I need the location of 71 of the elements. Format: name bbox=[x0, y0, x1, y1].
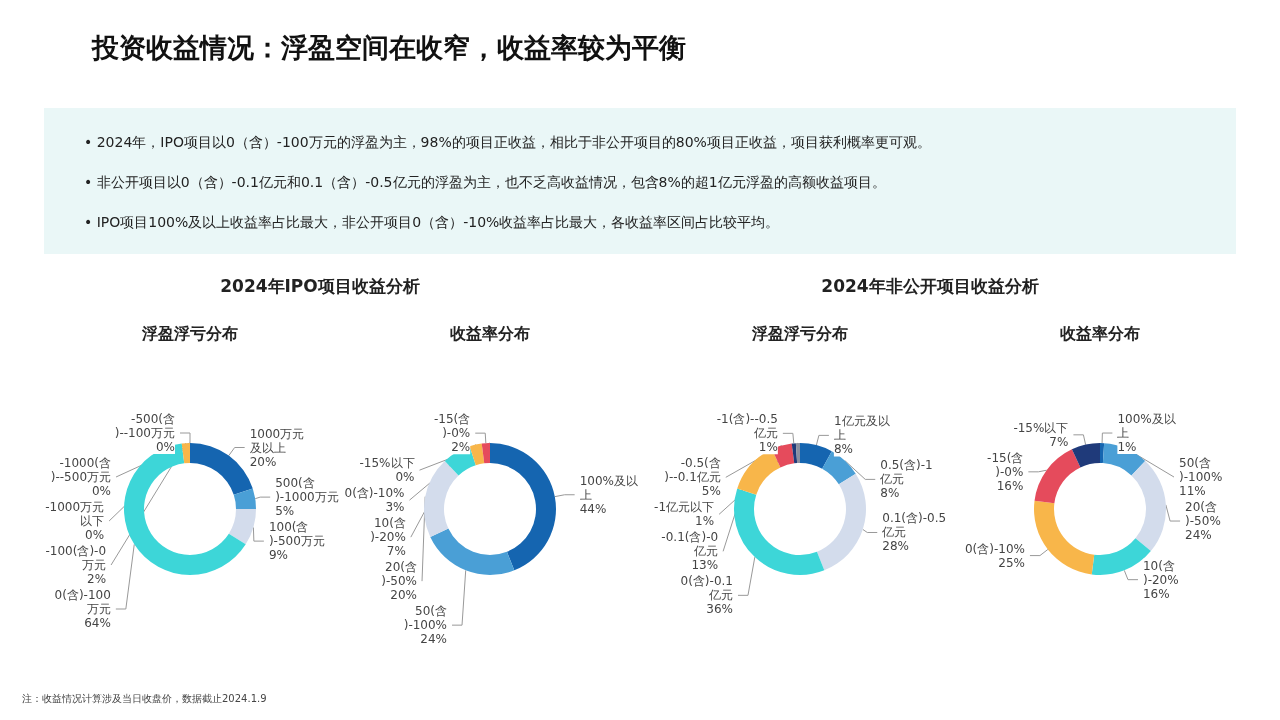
slice-label: 10(含)-20% bbox=[1142, 558, 1179, 587]
data-label: 2% bbox=[87, 572, 107, 586]
slice-label: -15%以下 bbox=[1013, 420, 1069, 435]
data-label: 28% bbox=[882, 539, 909, 554]
data-label: 2% bbox=[451, 440, 471, 455]
data-label: 5% bbox=[701, 484, 721, 499]
slice-label: 0.5(含)-1亿元 bbox=[879, 458, 933, 487]
slice-label: 100(含)-500万元 bbox=[268, 520, 325, 549]
data-label: 20% bbox=[390, 588, 418, 603]
data-label: 9% bbox=[268, 548, 288, 563]
data-label: 1% bbox=[758, 440, 778, 455]
slice-label: 0(含)-10% bbox=[964, 541, 1025, 556]
data-label: 7% bbox=[1049, 434, 1069, 449]
chart-subtitle: 2024年IPO项目收益分析 bbox=[219, 275, 421, 298]
category-label: -500(含)--100万元 bbox=[114, 412, 175, 440]
data-label: 3% bbox=[385, 500, 405, 515]
text: 0% bbox=[85, 528, 105, 542]
slice-label: 0.1(含)-0.5亿元 bbox=[881, 511, 947, 540]
slice-label: -1亿元以下 bbox=[654, 500, 715, 515]
text: 投资收益情况：浮盈空间在收窄，收益率较为平衡 bbox=[92, 31, 686, 65]
slice-label: 100%及以上 bbox=[1117, 412, 1176, 441]
data-label: 20% bbox=[249, 454, 277, 469]
data-label: 5% bbox=[275, 504, 295, 519]
data-label: 13% bbox=[691, 558, 719, 573]
data-label: 8% bbox=[833, 442, 853, 457]
data-label: 24% bbox=[1185, 528, 1212, 543]
data-label: 64% bbox=[84, 616, 111, 630]
slice-label: 1亿元及以上 bbox=[833, 414, 890, 443]
data-label: 8% bbox=[880, 486, 900, 501]
slice-label: 0(含)-100万元 bbox=[54, 588, 111, 616]
category-label: -1000万元以下 bbox=[45, 500, 105, 528]
category-label: -1000(含)--500万元 bbox=[50, 456, 112, 484]
slice-label: -15(含)-0% bbox=[433, 412, 471, 441]
slice-label: -1(含)--0.5亿元 bbox=[716, 412, 778, 441]
data-label: 1% bbox=[695, 514, 715, 529]
slice-label: 0(含)-10% bbox=[344, 486, 405, 501]
chart-title: 浮盈浮亏分布 bbox=[141, 323, 238, 343]
slice-label: -0.1(含)-0亿元 bbox=[661, 530, 719, 559]
data-label: 44% bbox=[579, 501, 607, 516]
data-label: 16% bbox=[1142, 586, 1170, 601]
slice-label: -15(含)-0% bbox=[987, 450, 1024, 479]
data-label: 11% bbox=[1179, 484, 1206, 499]
chart-subtitle: 2024年非公开项目收益分析 bbox=[820, 275, 1040, 298]
data-label: 1% bbox=[1117, 440, 1137, 455]
slice-label: 20(含)-50% bbox=[381, 560, 418, 589]
slice-label: 10(含)-20% bbox=[370, 516, 406, 545]
category-label: -15%以下 bbox=[359, 456, 415, 471]
data-label: 16% bbox=[996, 478, 1024, 493]
text: 0% bbox=[155, 440, 175, 454]
text: 注：收益情况计算涉及当日收盘价，数据截止2024.1.9 bbox=[22, 692, 267, 706]
text: • IPO项目100%及以上收益率占比最大，非公开项目0（含）-10%收益率占比最大，各收益率区间占比较平均。 bbox=[84, 214, 780, 232]
chart-title: 浮盈浮亏分布 bbox=[751, 323, 848, 343]
text: • 非公开项目以0（含）-0.1亿元和0.1（含）-0.5亿元的浮盈为主，也不乏高收益情况，包含8%的超1亿元浮盈的高额收益项目。 bbox=[84, 174, 886, 192]
slice-label: 50(含)-100% bbox=[1179, 456, 1223, 485]
data-label: 24% bbox=[420, 632, 448, 647]
slice-label: 50(含)-100% bbox=[403, 604, 448, 633]
text: • 2024年，IPO项目以0（含）-100万元的浮盈为主，98%的项目正收益，相比于非公开项目的80%项目正收益，项目获利概率更可观。 bbox=[84, 134, 931, 152]
slice-label: -100(含)-0万元 bbox=[45, 544, 107, 572]
slice-label: 0(含)-0.1亿元 bbox=[680, 574, 733, 603]
data-label: 7% bbox=[386, 544, 406, 559]
slice-label: 100%及以上 bbox=[579, 473, 638, 502]
data-label: 25% bbox=[998, 555, 1025, 570]
slice-label: -0.5(含)--0.1亿元 bbox=[664, 456, 721, 485]
data-label: 36% bbox=[706, 602, 733, 617]
text: 0% bbox=[395, 470, 415, 485]
text: 0% bbox=[91, 484, 112, 498]
chart-title: 收益率分布 bbox=[1060, 323, 1140, 343]
chart-title: 收益率分布 bbox=[450, 323, 530, 343]
slice-label: 1000万元及以上 bbox=[249, 426, 305, 455]
slice-label: 500(含)-1000万元 bbox=[275, 476, 339, 505]
slice-label: 20(含)-50% bbox=[1185, 500, 1221, 529]
